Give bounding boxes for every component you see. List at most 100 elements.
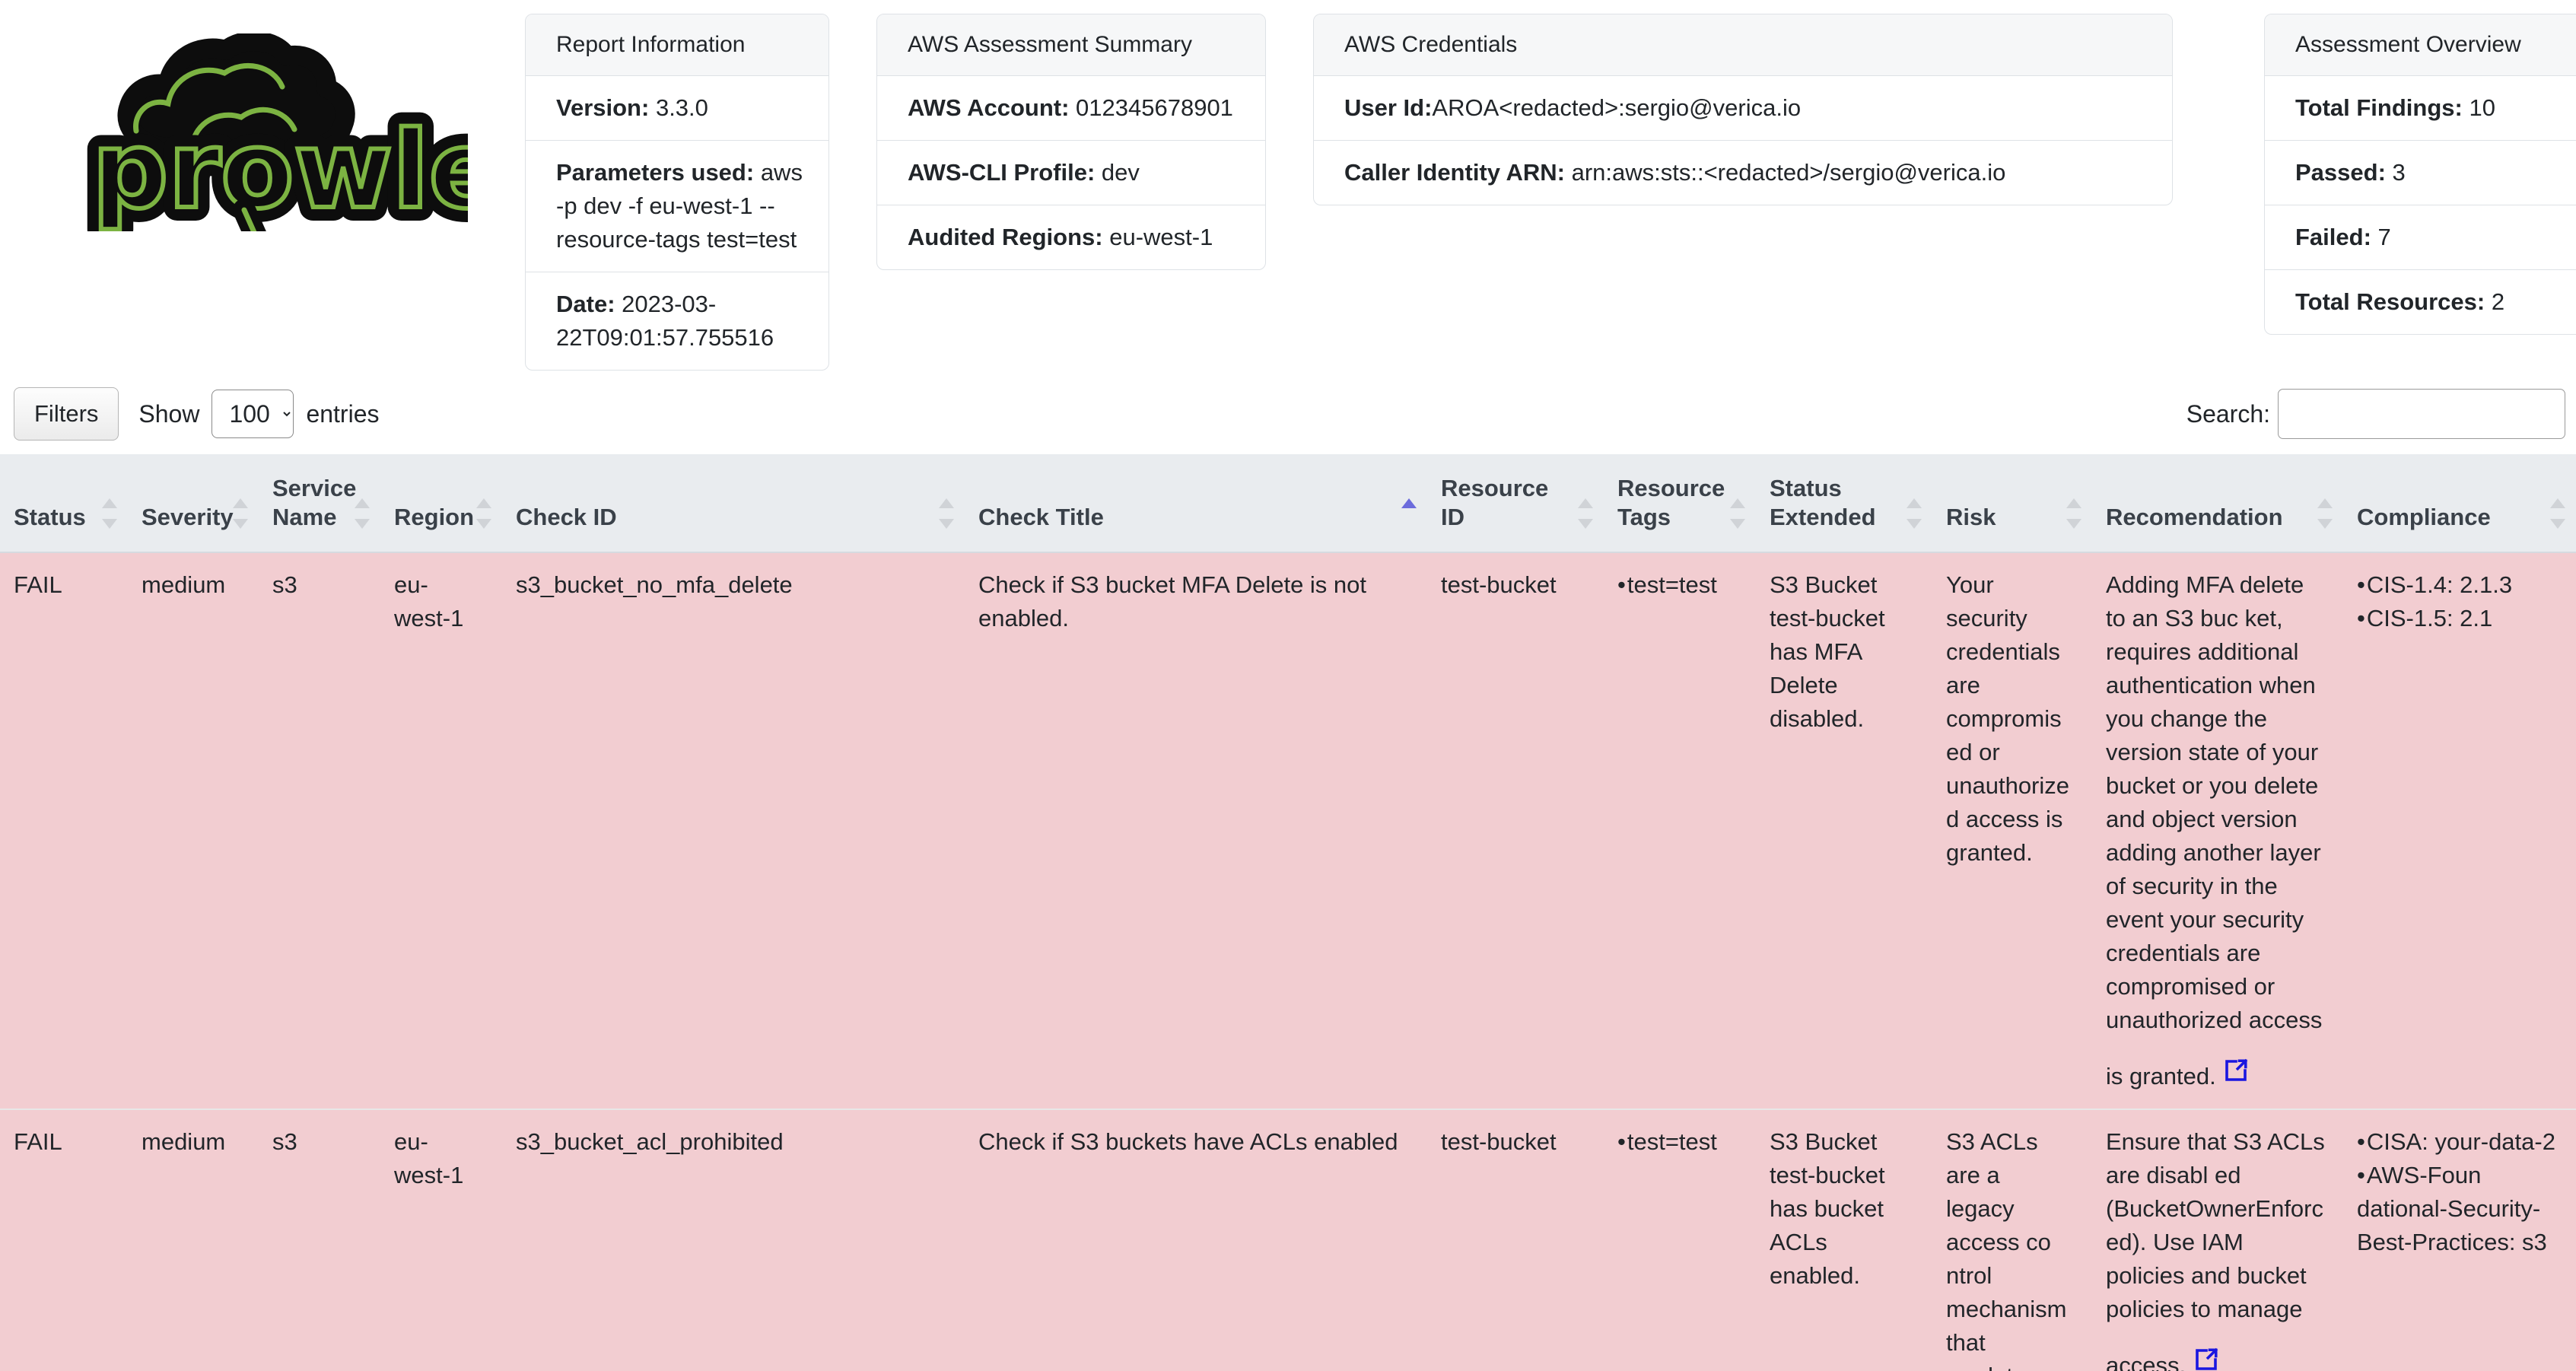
compliance-list: CISA: your-data-2 AWS-Foun dational-Secu… (2357, 1125, 2558, 1259)
column-header-resource-tags[interactable]: Resource Tags (1604, 454, 1756, 553)
column-header-risk[interactable]: Risk (1932, 454, 2092, 553)
sort-indicator-icon[interactable] (102, 498, 117, 529)
list-item: CIS-1.5: 2.1 (2357, 602, 2558, 635)
column-header-check-id[interactable]: Check ID (502, 454, 965, 553)
card-row-failed: Failed: 7 (2265, 205, 2576, 271)
column-header-severity[interactable]: Severity (128, 454, 259, 553)
cell-severity: medium (128, 552, 259, 1109)
cell-risk: S3 ACLs are a legacy access co ntrol mec… (1932, 1108, 2092, 1371)
column-header-check-title[interactable]: Check Title (965, 454, 1427, 553)
sort-indicator-icon[interactable] (1578, 498, 1593, 529)
list-item: AWS-Foun dational-Security-Best-Practice… (2357, 1159, 2558, 1259)
prowler-wordmark-shadow: prowler (92, 109, 468, 231)
card-row-user-id: User Id:AROA<redacted>:sergio@verica.io (1314, 76, 2172, 142)
card-row-caller-identity-arn: Caller Identity ARN: arn:aws:sts::<redac… (1314, 141, 2172, 205)
row-value: AROA<redacted>:sergio@verica.io (1432, 94, 1802, 121)
card-report-information: Report Information Version: 3.3.0 Parame… (525, 14, 829, 371)
sort-indicator-icon[interactable] (233, 498, 248, 529)
entries-suffix-label: entries (306, 399, 380, 428)
sort-indicator-icon[interactable] (355, 498, 370, 529)
filters-button[interactable]: Filters (14, 387, 119, 441)
cell-resource-tags: test=test (1604, 552, 1756, 1109)
cell-status: FAIL (0, 1108, 128, 1371)
row-label: Total Resources: (2295, 288, 2485, 316)
resource-tags-list: test=test (1617, 568, 1738, 602)
search-input[interactable] (2278, 389, 2565, 440)
card-row-date: Date: 2023-03-22T09:01:57.755516 (526, 272, 828, 370)
column-label: Region (394, 503, 475, 530)
row-value: 2 (2491, 288, 2505, 316)
findings-table-body: FAIL medium s3 eu-west-1 s3_bucket_no_mf… (0, 552, 2576, 1371)
row-label: Passed: (2295, 159, 2386, 186)
card-row-aws-account: AWS Account: 012345678901 (877, 76, 1265, 142)
column-header-region[interactable]: Region (380, 454, 502, 553)
row-value: aws -p dev -f eu-west-1 --resource-tags … (556, 159, 803, 253)
cell-risk: Your security credentials are compromise… (1932, 552, 2092, 1109)
cell-resource-id: test-bucket (1427, 1108, 1604, 1371)
column-label: Service Name (272, 475, 357, 530)
cell-status: FAIL (0, 552, 128, 1109)
cell-region: eu-west-1 (380, 552, 502, 1109)
findings-table: Status Severity Service Name Region Chec… (0, 454, 2576, 1371)
cell-severity: medium (128, 1108, 259, 1371)
prowler-wordmark: prowler (92, 109, 468, 231)
row-value: 3.3.0 (655, 94, 708, 121)
sort-indicator-icon[interactable] (1907, 498, 1922, 529)
column-header-status-extended[interactable]: Status Extended (1756, 454, 1932, 553)
list-item: CIS-1.4: 2.1.3 (2357, 568, 2558, 602)
search-label: Search: (2186, 399, 2270, 428)
prowler-logo-svg: prowler prowler (78, 33, 468, 231)
resource-tags-list: test=test (1617, 1125, 1738, 1159)
column-header-recomendation[interactable]: Recomendation (2092, 454, 2343, 553)
card-row-total-resources: Total Resources: 2 (2265, 270, 2576, 334)
column-header-service-name[interactable]: Service Name (259, 454, 380, 553)
column-header-resource-id[interactable]: Resource ID (1427, 454, 1604, 553)
column-label: Severity (142, 503, 234, 530)
column-header-status[interactable]: Status (0, 454, 128, 553)
external-link-glyph (2225, 1058, 2248, 1081)
sort-indicator-icon[interactable] (476, 498, 491, 529)
row-label: Version: (556, 94, 650, 121)
external-link-icon[interactable] (2193, 1346, 2220, 1371)
table-row[interactable]: FAIL medium s3 eu-west-1 s3_bucket_acl_p… (0, 1108, 2576, 1371)
row-value: arn:aws:sts::<redacted>/sergio@verica.io (1571, 159, 2006, 186)
magnifier-handle-icon (241, 207, 257, 231)
compliance-list: CIS-1.4: 2.1.3 CIS-1.5: 2.1 (2357, 568, 2558, 635)
row-label: Total Findings: (2295, 94, 2463, 121)
cell-status-extended: S3 Bucket test-bucket has bucket ACLs en… (1756, 1108, 1932, 1371)
sort-indicator-icon[interactable] (2066, 498, 2081, 529)
card-title: AWS Assessment Summary (877, 14, 1265, 76)
report-header: prowler prowler Report Information Versi… (0, 0, 2576, 371)
card-row-version: Version: 3.3.0 (526, 76, 828, 142)
row-value: eu-west-1 (1109, 224, 1213, 251)
row-label: Audited Regions: (908, 224, 1103, 251)
row-label: Date: (556, 291, 615, 318)
sort-indicator-icon[interactable] (939, 498, 954, 529)
cell-region: eu-west-1 (380, 1108, 502, 1371)
list-item: CISA: your-data-2 (2357, 1125, 2558, 1159)
column-header-compliance[interactable]: Compliance (2343, 454, 2576, 553)
entries-per-page-select[interactable]: 100 (211, 390, 294, 439)
sort-indicator-icon[interactable] (1730, 498, 1745, 529)
row-value: 10 (2469, 94, 2495, 121)
column-label: Recomendation (2106, 503, 2283, 530)
table-row[interactable]: FAIL medium s3 eu-west-1 s3_bucket_no_mf… (0, 552, 2576, 1109)
sort-indicator-icon[interactable] (2317, 498, 2333, 529)
sort-indicator-asc-icon[interactable] (1401, 498, 1417, 529)
cell-resource-tags: test=test (1604, 1108, 1756, 1371)
cell-compliance: CISA: your-data-2 AWS-Foun dational-Secu… (2343, 1108, 2576, 1371)
list-item: test=test (1617, 568, 1738, 602)
column-label: Check Title (978, 503, 1104, 530)
cell-service-name: s3 (259, 1108, 380, 1371)
card-row-parameters-used: Parameters used: aws -p dev -f eu-west-1… (526, 141, 828, 273)
table-controls: Filters Show 100 entries Search: (0, 371, 2576, 454)
row-value: 012345678901 (1076, 94, 1233, 121)
sort-indicator-icon[interactable] (2550, 498, 2565, 529)
cell-check-title: Check if S3 buckets have ACLs enabled (965, 1108, 1427, 1371)
cell-status-extended: S3 Bucket test-bucket has MFA Delete dis… (1756, 552, 1932, 1109)
column-label: Status Extended (1770, 475, 1876, 530)
findings-table-head: Status Severity Service Name Region Chec… (0, 454, 2576, 553)
card-aws-assessment-summary: AWS Assessment Summary AWS Account: 0123… (876, 14, 1266, 271)
column-label: Risk (1946, 503, 1996, 530)
external-link-icon[interactable] (2222, 1057, 2250, 1084)
